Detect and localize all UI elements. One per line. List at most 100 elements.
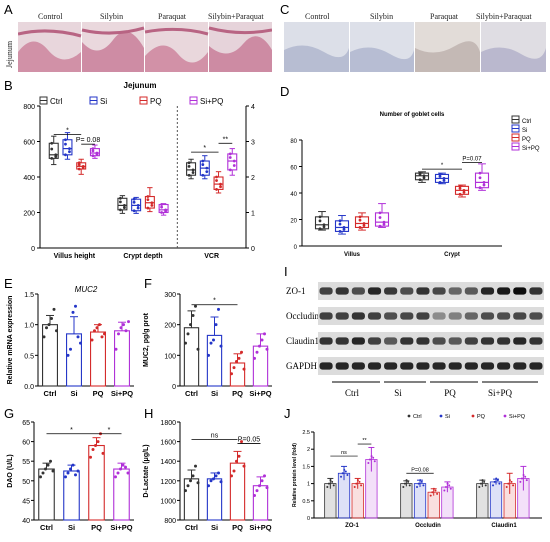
box-point-sipq [91, 149, 95, 153]
blot-image [318, 278, 544, 383]
box-point-ctrl [50, 147, 54, 151]
data-point-sipq [370, 455, 373, 458]
blot-band [416, 362, 430, 370]
box-point-sipq [378, 211, 382, 215]
y-tick-label: 1200 [160, 479, 176, 486]
data-point-pq [230, 474, 233, 478]
y-tick-label: 2.5 [302, 430, 310, 436]
box-point-si [136, 206, 140, 210]
x-category-label: PQ [232, 389, 243, 398]
bar-pq [351, 483, 364, 519]
box-point-pq [150, 204, 154, 207]
box-point-sipq [164, 209, 168, 213]
blot-band [448, 312, 462, 320]
x-category-label: Ctrl [44, 389, 57, 398]
box-point-ctrl [322, 225, 326, 229]
data-point-sipq [117, 332, 120, 336]
blot-band [400, 312, 414, 320]
blot-band [335, 312, 349, 320]
data-point-si [217, 307, 220, 311]
blot-band [448, 337, 462, 345]
box-point-ctrl [187, 164, 191, 168]
legend-label-si: Si [445, 414, 450, 420]
data-point-ctrl [55, 329, 58, 333]
data-point-ctrl [191, 474, 195, 478]
chart-e: E 0.0 0.5 1.0 1.5 Relative mRNA expression MU… [4, 276, 134, 398]
box-point-sipq [382, 220, 386, 224]
histo-label-c-silybin: Silybin [370, 12, 394, 21]
data-point-sipq [122, 323, 125, 327]
histo-svg-a [18, 22, 272, 72]
x-category-label: Claudin1 [491, 523, 517, 529]
legend-label-pq: PQ [477, 414, 486, 420]
y-tick-label: 55 [22, 459, 30, 466]
box-point-ctrl [422, 174, 426, 178]
box-point-sipq [228, 152, 232, 156]
box-point-si [136, 204, 140, 207]
x-category-label: Ctrl [185, 389, 198, 398]
box-point-sipq [478, 186, 482, 190]
data-point-pq [358, 480, 361, 483]
data-point-sipq [119, 326, 123, 330]
data-point-sipq [119, 467, 122, 471]
box-point-pq [358, 218, 362, 222]
histo-side-label: Jejunum [5, 40, 14, 68]
blot-band [480, 337, 495, 345]
significance-label: P=0.05 [238, 437, 260, 444]
data-point-pq [100, 335, 104, 339]
blot-band [384, 337, 398, 345]
data-point-si [209, 479, 213, 483]
blot-band [400, 287, 414, 295]
y-axis-label: MUC2, pg/g prot [143, 312, 150, 367]
data-point-sipq [253, 356, 256, 360]
box-point-sipq [478, 171, 482, 175]
blot-group-pq: PQ [444, 388, 456, 398]
blot-band [351, 337, 365, 345]
blot-band [432, 337, 446, 345]
blot-band [384, 312, 398, 320]
box-point-si [201, 173, 205, 177]
bar-sipq [252, 485, 269, 521]
data-point-si [71, 463, 75, 467]
x-category-label: PQ [93, 389, 104, 398]
box-point-si [68, 150, 71, 154]
box-point-ctrl [418, 173, 422, 176]
blot-band [400, 337, 414, 345]
blot-band [400, 362, 414, 370]
data-point-ctrl [186, 332, 190, 336]
data-point-sipq [124, 329, 128, 333]
chart-f: F 0 100 200 300 MUC2, pg/g prot Ctrl Si PQ Si+PQ… [143, 276, 272, 398]
data-point-pq [235, 359, 238, 363]
data-point-pq [98, 323, 101, 327]
box-ctrl [414, 172, 430, 181]
data-point-sipq [124, 465, 127, 469]
box-point-pq [81, 166, 85, 170]
blot-band [367, 362, 382, 370]
blot-band [529, 312, 543, 320]
blot-band [480, 287, 495, 295]
box-point-ctrl [54, 155, 58, 158]
chart-plot-h: 800 1000 1200 1400 1600 1800 D-Lactate (μg/L) C… [143, 420, 272, 532]
blot-band [480, 312, 495, 320]
box-point-pq [462, 188, 466, 192]
box-point-sipq [95, 152, 99, 156]
significance-label: ** [362, 438, 367, 444]
data-point-sipq [255, 350, 259, 354]
data-point-ctrl [45, 326, 48, 330]
data-point-sipq [253, 494, 256, 497]
y-axis-label: D-Lactate (μg/L) [143, 444, 150, 497]
data-point-si [214, 474, 218, 478]
y-tick-label: 1.0 [24, 323, 34, 330]
box-point-ctrl [191, 168, 195, 172]
histo-svg-c [284, 22, 546, 72]
data-point-pq [230, 372, 233, 376]
legend-label-sipq: Si+PQ [509, 414, 526, 420]
data-point-ctrl [405, 479, 408, 482]
y-axis-label: Relative mRNA expression [7, 296, 14, 385]
box-point-pq [77, 163, 81, 166]
y-tick-label: 1.5 [302, 464, 310, 470]
legend-label-ctrl: Ctrl [522, 119, 531, 125]
data-point-sipq [525, 479, 528, 482]
blot-band [497, 287, 511, 295]
blot-band [529, 337, 543, 345]
